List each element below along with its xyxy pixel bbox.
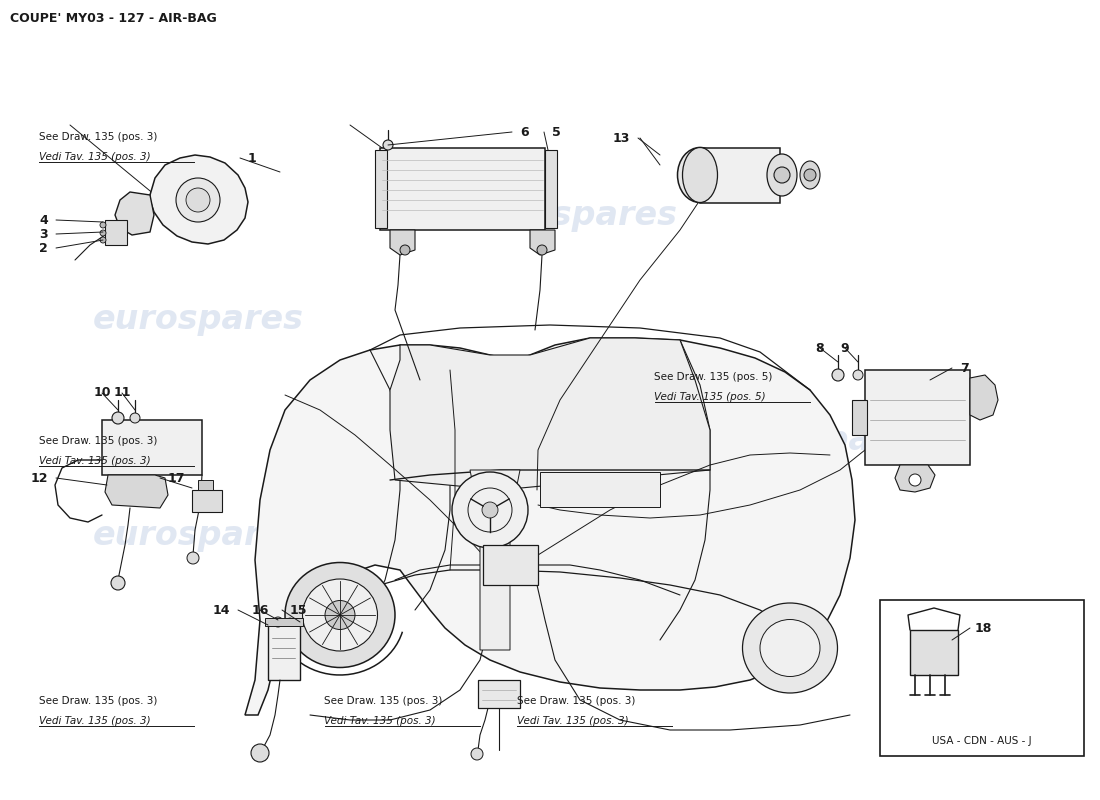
Bar (198, 480, 213, 490)
Ellipse shape (742, 603, 837, 693)
Bar (379, 148, 544, 230)
Text: 10: 10 (94, 386, 111, 399)
Text: 4: 4 (40, 214, 48, 226)
Circle shape (832, 369, 844, 381)
Circle shape (176, 178, 220, 222)
Polygon shape (390, 230, 415, 255)
Text: eurospares: eurospares (719, 423, 931, 457)
Ellipse shape (760, 619, 820, 677)
Bar (865, 370, 970, 465)
Ellipse shape (678, 147, 723, 202)
Circle shape (383, 140, 393, 150)
Ellipse shape (800, 161, 820, 189)
Circle shape (100, 222, 106, 228)
Text: See Draw. 135 (pos. 3): See Draw. 135 (pos. 3) (39, 132, 157, 142)
Text: 16: 16 (251, 603, 268, 617)
Text: 3: 3 (40, 227, 48, 241)
Text: See Draw. 135 (pos. 3): See Draw. 135 (pos. 3) (324, 696, 443, 706)
Circle shape (251, 744, 270, 762)
Circle shape (852, 370, 864, 380)
Text: 1: 1 (248, 151, 256, 165)
Circle shape (186, 188, 210, 212)
Text: See Draw. 135 (pos. 5): See Draw. 135 (pos. 5) (654, 372, 773, 382)
Bar (852, 400, 867, 435)
Text: Vedi Tav. 135 (pos. 3): Vedi Tav. 135 (pos. 3) (39, 456, 150, 466)
Text: 2: 2 (40, 242, 48, 254)
Circle shape (130, 413, 140, 423)
Text: eurospares: eurospares (92, 519, 304, 553)
Text: eurospares: eurospares (466, 519, 678, 553)
Text: 8: 8 (816, 342, 824, 354)
Text: See Draw. 135 (pos. 3): See Draw. 135 (pos. 3) (517, 696, 636, 706)
Circle shape (482, 502, 498, 518)
Bar (540, 472, 660, 507)
Circle shape (100, 237, 106, 243)
Polygon shape (470, 470, 520, 650)
Text: eurospares: eurospares (92, 303, 304, 337)
Text: 5: 5 (552, 126, 561, 138)
Text: Vedi Tav. 135 (pos. 3): Vedi Tav. 135 (pos. 3) (39, 152, 150, 162)
Bar (880, 600, 1084, 756)
Circle shape (286, 618, 294, 626)
Ellipse shape (682, 147, 717, 202)
Text: eurospares: eurospares (466, 199, 678, 233)
Polygon shape (104, 475, 168, 508)
Bar (910, 630, 958, 675)
Ellipse shape (767, 154, 798, 196)
Circle shape (273, 617, 283, 627)
Polygon shape (245, 338, 855, 715)
Bar (478, 680, 520, 708)
Text: Vedi Tav. 135 (pos. 3): Vedi Tav. 135 (pos. 3) (517, 716, 628, 726)
Text: Vedi Tav. 135 (pos. 5): Vedi Tav. 135 (pos. 5) (654, 392, 766, 402)
Polygon shape (150, 155, 248, 244)
Ellipse shape (324, 601, 355, 630)
Text: USA - CDN - AUS - J: USA - CDN - AUS - J (932, 736, 1032, 746)
Text: See Draw. 135 (pos. 3): See Draw. 135 (pos. 3) (39, 436, 157, 446)
Bar (102, 420, 202, 475)
Polygon shape (390, 338, 710, 490)
Text: 11: 11 (113, 386, 131, 399)
Text: 18: 18 (975, 622, 992, 635)
Bar (104, 220, 126, 245)
Bar (700, 148, 780, 203)
Text: 7: 7 (960, 362, 969, 374)
Circle shape (774, 167, 790, 183)
Ellipse shape (302, 579, 377, 651)
Text: 17: 17 (168, 471, 186, 485)
Circle shape (112, 412, 124, 424)
Polygon shape (116, 192, 154, 235)
Circle shape (471, 748, 483, 760)
Bar (375, 150, 387, 228)
Circle shape (804, 169, 816, 181)
Circle shape (400, 245, 410, 255)
Circle shape (100, 230, 106, 236)
Text: 13: 13 (613, 131, 630, 145)
Text: COUPE' MY03 - 127 - AIR-BAG: COUPE' MY03 - 127 - AIR-BAG (10, 12, 217, 25)
Bar (265, 618, 302, 626)
Text: 6: 6 (520, 126, 529, 138)
Bar (268, 625, 300, 680)
Polygon shape (530, 230, 556, 255)
Circle shape (909, 474, 921, 486)
Polygon shape (895, 465, 935, 492)
Circle shape (452, 472, 528, 548)
Text: 12: 12 (31, 471, 48, 485)
Bar (544, 150, 557, 228)
Circle shape (111, 576, 125, 590)
Polygon shape (970, 375, 998, 420)
Bar (192, 490, 222, 512)
Text: Vedi Tav. 135 (pos. 3): Vedi Tav. 135 (pos. 3) (324, 716, 436, 726)
Bar (483, 545, 538, 585)
Ellipse shape (285, 562, 395, 667)
Text: 14: 14 (212, 603, 230, 617)
Text: 15: 15 (290, 603, 308, 617)
Text: 9: 9 (840, 342, 849, 354)
Circle shape (187, 552, 199, 564)
Text: Vedi Tav. 135 (pos. 3): Vedi Tav. 135 (pos. 3) (39, 716, 150, 726)
Text: See Draw. 135 (pos. 3): See Draw. 135 (pos. 3) (39, 696, 157, 706)
Circle shape (537, 245, 547, 255)
